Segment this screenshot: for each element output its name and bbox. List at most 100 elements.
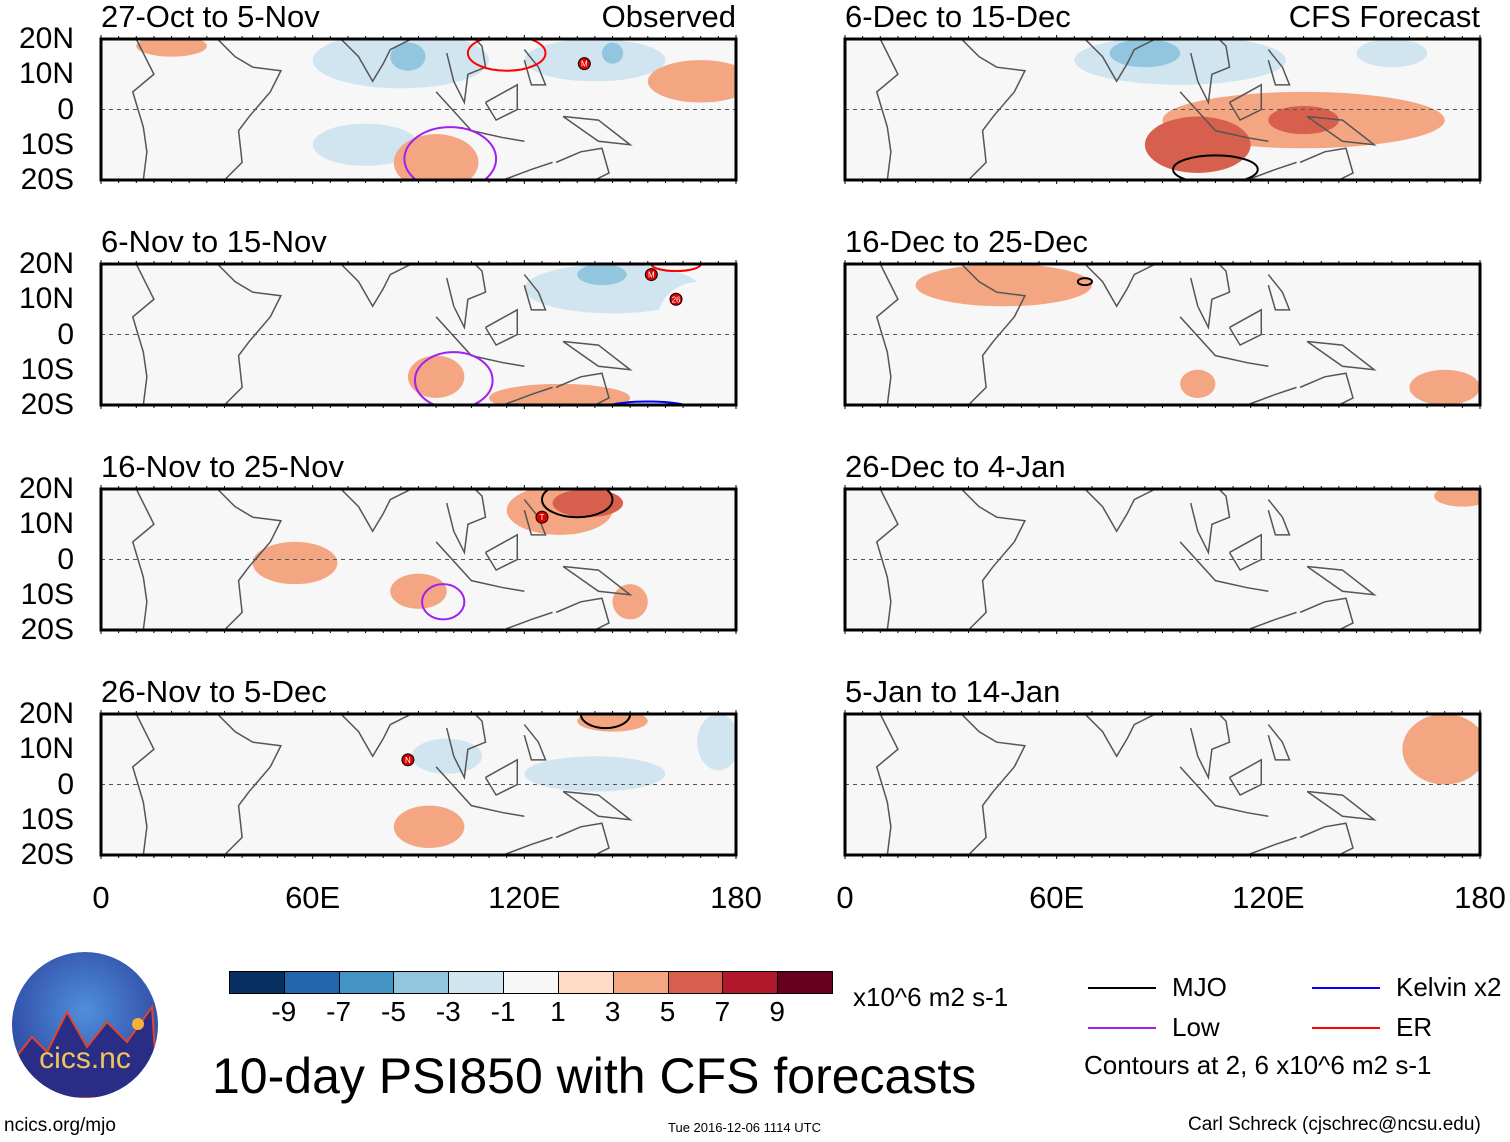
anomaly-region	[1356, 39, 1428, 68]
coastline	[875, 714, 899, 855]
coastline	[1179, 91, 1269, 142]
colorbar-label: 5	[659, 996, 676, 1027]
colorbar-label: -3	[435, 996, 461, 1027]
contour-low	[413, 351, 494, 405]
y-tick-label: 0	[57, 767, 74, 801]
colorbar-swatch	[338, 971, 395, 994]
coastline	[131, 264, 155, 405]
coastline	[555, 147, 610, 180]
panel-title: 5-Jan to 14-Jan	[845, 674, 1061, 709]
anomaly-region	[1056, 594, 1198, 630]
anomaly-region	[101, 587, 243, 630]
x-tick-label: 0	[92, 880, 110, 915]
colorbar-swatch	[448, 971, 505, 994]
x-tick-label: 60E	[1029, 880, 1085, 915]
coastline	[1246, 386, 1297, 405]
coastline	[1189, 264, 1231, 330]
contour-mjo	[1076, 277, 1093, 287]
colorbar-swatch	[393, 971, 450, 994]
coastline	[1179, 316, 1269, 367]
anomaly-region	[1162, 288, 1304, 346]
legend-label: Kelvin x2	[1396, 972, 1502, 1002]
anomaly-region	[1180, 369, 1216, 398]
panel-title: 26-Nov to 5-Dec	[101, 674, 327, 709]
storm-icon: N	[401, 753, 415, 767]
anomaly-region	[252, 541, 338, 585]
coastline	[1306, 340, 1377, 371]
anomaly-region	[312, 123, 419, 166]
coastline	[1306, 565, 1377, 596]
y-tick-label: 10N	[18, 57, 74, 91]
anomaly-region	[312, 299, 525, 370]
x-tick-label: 120E	[488, 880, 561, 915]
coastline	[435, 91, 525, 142]
map-panel	[843, 485, 1482, 634]
coastline	[960, 489, 1027, 630]
cics-logo: cics.nc	[12, 952, 158, 1098]
coastline	[1084, 489, 1156, 533]
anomaly-region	[524, 756, 666, 792]
coastline	[502, 611, 553, 630]
anomaly-region	[1282, 735, 1325, 764]
anomaly-region	[647, 60, 736, 103]
anomaly-region	[1180, 520, 1357, 564]
anomaly-region	[393, 134, 479, 180]
coastline	[1267, 499, 1291, 536]
coastline	[1306, 115, 1377, 146]
coastline	[131, 39, 155, 180]
coastline	[1267, 724, 1291, 761]
anomaly-region	[524, 39, 666, 82]
coastline	[131, 489, 155, 630]
coastline	[340, 489, 412, 533]
colorbar-label: 1	[550, 996, 566, 1027]
coastline	[1189, 39, 1231, 105]
colorbar-label: -5	[381, 996, 406, 1027]
anomaly-region	[1109, 39, 1181, 68]
coastline	[1299, 147, 1354, 180]
contour-mjo	[540, 489, 614, 519]
colorbar-swatch	[503, 971, 559, 994]
coastline	[562, 340, 633, 371]
legend-line	[1088, 1027, 1156, 1029]
coastline	[562, 565, 633, 596]
author-credit: Carl Schreck (cjschrec@ncsu.edu)	[1188, 1114, 1481, 1135]
coastline	[1084, 714, 1156, 758]
legend-label: MJO	[1172, 972, 1227, 1002]
anomaly-region	[390, 42, 426, 71]
panel-title: 16-Nov to 25-Nov	[101, 449, 344, 484]
map-panel: M	[99, 35, 738, 184]
coastline	[1084, 264, 1156, 308]
coastline	[445, 489, 487, 555]
storm-icon: M	[644, 268, 658, 282]
y-tick-label: 10S	[20, 127, 74, 161]
colorbar-swatch	[229, 971, 285, 994]
coastline	[1189, 714, 1231, 780]
colorbar-label: -7	[326, 996, 352, 1027]
anomaly-region	[577, 264, 627, 286]
y-tick-label: 10S	[20, 352, 74, 386]
coastline	[502, 161, 553, 180]
coastline	[445, 39, 487, 105]
storm-icon: T	[535, 510, 549, 524]
y-tick-label: 20N	[18, 22, 74, 55]
colorbar-label: 3	[604, 996, 621, 1027]
colorbar-label: -1	[490, 996, 516, 1027]
url-text[interactable]: ncics.org/mjo	[4, 1115, 116, 1136]
x-tick-label: 0	[836, 880, 854, 915]
anomaly-region	[1402, 819, 1480, 855]
coastline	[1246, 836, 1297, 855]
colorbar-swatch	[667, 971, 724, 994]
colorbar-label: 7	[714, 996, 731, 1027]
anomaly-region	[697, 714, 736, 771]
coastline	[502, 386, 553, 405]
coastline	[216, 714, 283, 855]
anomaly-region	[1144, 116, 1251, 173]
logo-mountain-icon	[12, 1004, 158, 1098]
coastline	[1179, 541, 1269, 592]
anomaly-region	[1074, 341, 1145, 398]
coastline	[1299, 597, 1354, 630]
colorbar-swatch	[722, 971, 779, 994]
coastline	[435, 766, 525, 817]
y-tick-label: 10S	[20, 577, 74, 611]
coastline	[1246, 611, 1297, 630]
